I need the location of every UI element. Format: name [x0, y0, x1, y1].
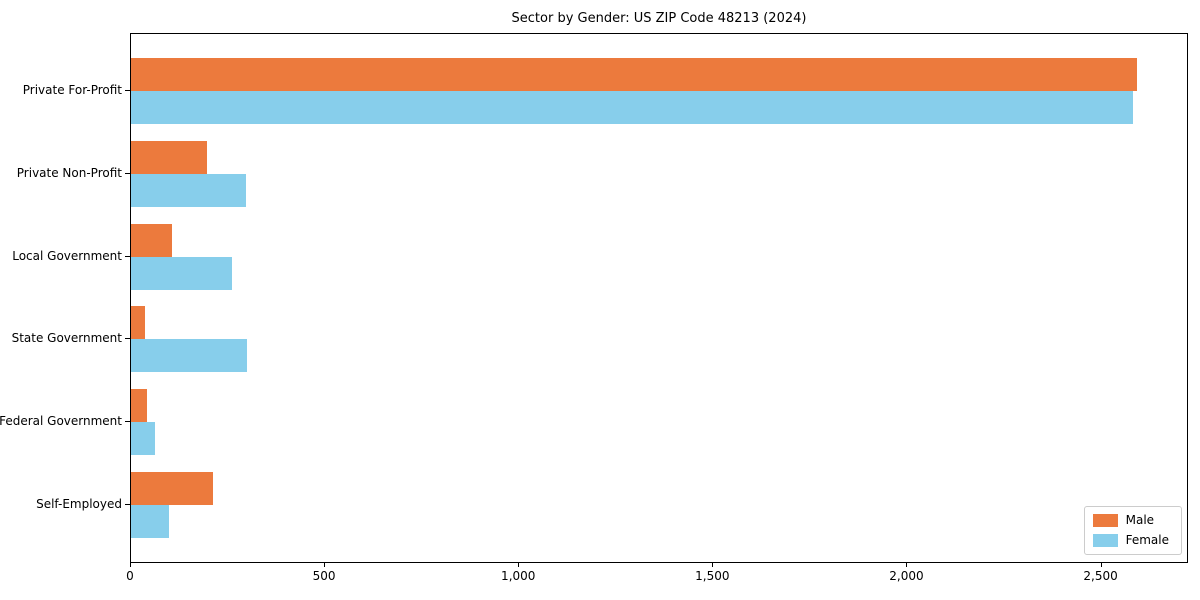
x-axis-tick — [130, 563, 131, 567]
legend: Male Female — [1083, 506, 1182, 555]
y-axis-tick — [125, 172, 130, 174]
bar-female-self-employed — [131, 504, 169, 538]
x-axis-tick — [712, 563, 714, 567]
bars-layer — [131, 34, 1187, 562]
y-axis-label-local-government: Local Government — [12, 248, 122, 263]
y-axis-tick — [125, 90, 130, 92]
x-axis-tick — [518, 563, 520, 567]
bar-female-local-government — [131, 256, 232, 290]
bar-female-private-non-profit — [131, 173, 246, 207]
y-axis-label-self-employed: Self-Employed — [36, 496, 122, 511]
x-axis-tick-label: 500 — [312, 569, 336, 583]
x-axis-tick-label: 1,500 — [695, 569, 730, 583]
bar-female-federal-government — [131, 422, 156, 456]
bar-male-self-employed — [131, 471, 214, 505]
legend-swatch-female — [1092, 534, 1118, 547]
legend-label-male: Male — [1125, 513, 1155, 527]
bar-male-federal-government — [131, 389, 147, 423]
bar-male-private-for-profit — [131, 58, 1137, 92]
x-axis-tick-label: 0 — [126, 569, 134, 583]
y-axis-label-federal-government: Federal Government — [0, 414, 122, 429]
plot-area: Male Female — [130, 33, 1188, 563]
y-axis-tick — [125, 421, 130, 423]
x-axis-tick — [1100, 563, 1102, 567]
x-axis-tick-label: 2,000 — [889, 569, 924, 583]
bar-male-private-non-profit — [131, 140, 208, 174]
x-axis-tick — [906, 563, 908, 567]
bar-male-state-government — [131, 306, 145, 340]
legend-item-male: Male — [1092, 513, 1169, 527]
bar-male-local-government — [131, 223, 172, 257]
x-axis-tick-label: 1,000 — [501, 569, 536, 583]
bar-female-private-for-profit — [131, 91, 1133, 125]
x-axis-tick — [324, 563, 326, 567]
legend-label-female: Female — [1125, 533, 1169, 547]
y-axis-tick — [125, 255, 130, 257]
y-axis-label-private-non-profit: Private Non-Profit — [16, 165, 122, 180]
y-axis-label-state-government: State Government — [11, 331, 122, 346]
x-axis-tick-label: 2,500 — [1083, 569, 1118, 583]
legend-item-female: Female — [1092, 533, 1169, 547]
y-axis-label-private-for-profit: Private For-Profit — [22, 83, 122, 98]
y-axis-tick — [125, 503, 130, 505]
bar-female-state-government — [131, 339, 247, 373]
legend-swatch-male — [1092, 514, 1118, 527]
y-axis-tick — [125, 338, 130, 340]
chart-title: Sector by Gender: US ZIP Code 48213 (202… — [511, 11, 807, 26]
